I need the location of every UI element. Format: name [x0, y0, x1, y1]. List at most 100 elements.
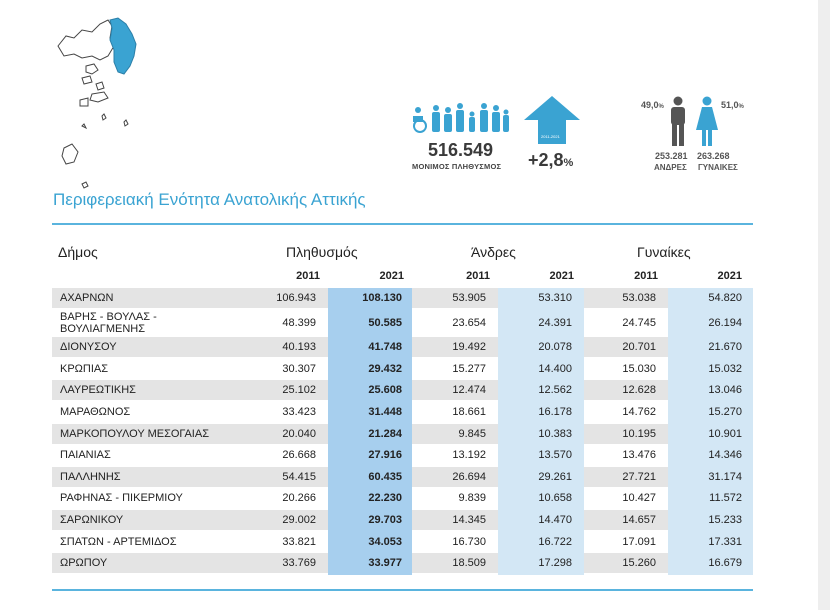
divider-top: [52, 223, 753, 225]
cell-w2011: 12.628: [622, 384, 656, 397]
men-pct-unit: %: [658, 104, 664, 110]
cell-w2011: 53.038: [622, 292, 656, 304]
page-edge: [818, 0, 830, 610]
municipality-name: ΠΑΙΑΝΙΑΣ: [60, 449, 111, 462]
cell-p2021: 22.230: [368, 492, 402, 505]
cell-highlight: [328, 337, 412, 358]
women-label: ΓΥΝΑΙΚΕΣ: [698, 163, 738, 172]
cell-m2021: 14.400: [538, 362, 572, 375]
cell-m2011: 9.839: [458, 492, 486, 505]
growth-unit: %: [563, 157, 574, 169]
municipality-name: ΔΙΟΝΥΣΟΥ: [60, 341, 117, 354]
cell-w2021: 14.346: [708, 449, 742, 462]
cell-p2011: 48.399: [282, 316, 316, 329]
cell-m2011: 12.474: [452, 384, 486, 397]
cell-w2011: 20.701: [622, 341, 656, 354]
cell-w2011: 24.745: [622, 316, 656, 329]
cell-highlight: [328, 423, 412, 444]
cell-p2021: 25.608: [368, 384, 402, 397]
men-count: 253.281: [655, 151, 688, 161]
table-row: ΣΑΡΩΝΙΚΟΥ 29.002 29.703 14.345 14.470 14.657 1…: [52, 510, 753, 530]
cell-p2021: 60.435: [368, 470, 402, 483]
attica-region-map: [57, 17, 137, 189]
cell-p2021: 29.703: [368, 514, 402, 526]
population-people-icon: [413, 103, 509, 133]
cell-w2021: 11.572: [709, 492, 742, 505]
cell-p2011: 29.002: [282, 514, 316, 526]
year-pop-2021: 2021: [379, 270, 404, 282]
header-men: Άνδρες: [471, 244, 516, 260]
cell-highlight: [498, 510, 584, 530]
cell-highlight: [668, 553, 753, 574]
year-men-2011: 2011: [466, 270, 490, 282]
cell-highlight: [668, 466, 753, 487]
cell-w2011: 15.030: [622, 362, 656, 375]
cell-p2021: 41.748: [368, 341, 402, 354]
cell-w2011: 13.476: [622, 449, 656, 462]
men-label: ΑΝΔΡΕΣ: [654, 163, 687, 172]
cell-highlight: [328, 510, 412, 530]
cell-w2021: 26.194: [708, 316, 742, 329]
cell-w2011: 27.721: [622, 470, 656, 483]
cell-w2011: 10.195: [622, 427, 656, 440]
cell-highlight: [668, 288, 753, 308]
men-percentage: 49,0%: [641, 100, 664, 110]
cell-w2021: 15.270: [708, 406, 742, 418]
table-row: ΠΑΙΑΝΙΑΣ 26.668 27.916 13.192 13.570 13.476 14…: [52, 445, 753, 465]
cell-highlight: [498, 423, 584, 444]
population-total: 516.549: [428, 140, 494, 160]
cell-p2011: 40.193: [282, 341, 316, 354]
cell-w2021: 15.032: [708, 362, 742, 375]
municipality-name: ΛΑΥΡΕΩΤΙΚΗΣ: [60, 384, 136, 397]
table-row: ΑΧΑΡΝΩΝ 106.943 108.130 53.905 53.310 53.038 5…: [52, 288, 753, 308]
cell-m2021: 12.562: [538, 384, 572, 397]
header-population: Πληθυσμός: [286, 244, 358, 260]
cell-w2021: 15.233: [708, 514, 742, 526]
cell-m2011: 53.905: [452, 292, 486, 304]
cell-p2011: 20.266: [282, 492, 316, 505]
cell-p2021: 34.053: [368, 535, 402, 548]
woman-icon: [696, 96, 718, 146]
cell-highlight: [328, 288, 412, 308]
cell-m2011: 18.661: [452, 406, 486, 418]
cell-p2021: 21.284: [368, 427, 402, 440]
cell-w2011: 14.657: [622, 514, 656, 526]
table-row: ΒΑΡΗΣ - ΒΟΥΛΑΣ - ΒΟΥΛΙΑΓΜΕΝΗΣ 48.399 50.58…: [52, 310, 753, 336]
cell-p2021: 108.130: [362, 292, 402, 304]
municipality-name: ΚΡΩΠΙΑΣ: [60, 362, 109, 375]
cell-highlight: [498, 553, 584, 574]
women-count: 263.268: [697, 151, 730, 161]
cell-w2011: 14.762: [622, 406, 656, 418]
cell-m2021: 10.658: [538, 492, 572, 505]
cell-m2011: 26.694: [452, 470, 486, 483]
cell-w2011: 15.260: [622, 557, 656, 570]
cell-m2021: 16.722: [538, 535, 572, 548]
table-row: ΩΡΩΠΟΥ 33.769 33.977 18.509 17.298 15.260 16.6…: [52, 553, 753, 574]
cell-w2021: 21.670: [708, 341, 742, 354]
cell-w2021: 31.174: [708, 470, 742, 483]
cell-p2011: 30.307: [282, 362, 316, 375]
cell-m2021: 10.383: [538, 427, 572, 440]
cell-p2011: 20.040: [282, 427, 316, 440]
cell-p2021: 29.432: [368, 362, 402, 375]
municipality-name: ΜΑΡΚΟΠΟΥΛΟΥ ΜΕΣΟΓΑΙΑΣ: [60, 427, 210, 440]
table-row: ΡΑΦΗΝΑΣ - ΠΙΚΕΡΜΙΟΥ 20.266 22.230 9.839 10.6…: [52, 488, 753, 508]
cell-w2021: 13.046: [708, 384, 742, 397]
arrow-up-icon: [524, 96, 580, 144]
population-label: ΜΟΝΙΜΟΣ ΠΛΗΘΥΣΜΟΣ: [412, 162, 502, 171]
cell-m2011: 15.277: [452, 362, 486, 375]
cell-highlight: [498, 380, 584, 401]
table-row: ΜΑΡΚΟΠΟΥΛΟΥ ΜΕΣΟΓΑΙΑΣ 20.040 21.284 9.845 10…: [52, 423, 753, 444]
cell-w2011: 17.091: [622, 535, 656, 548]
municipality-name: ΡΑΦΗΝΑΣ - ΠΙΚΕΡΜΙΟΥ: [60, 492, 183, 505]
table-row: ΠΑΛΛΗΝΗΣ 54.415 60.435 26.694 29.261 27.721 31…: [52, 466, 753, 487]
region-title: Περιφερειακή Ενότητα Ανατολικής Αττικής: [53, 190, 366, 209]
cell-m2021: 20.078: [538, 341, 572, 354]
women-pct-value: 51,0: [721, 100, 739, 110]
cell-p2011: 106.943: [276, 292, 316, 304]
cell-m2011: 16.730: [452, 535, 486, 548]
municipality-name: ΣΠΑΤΩΝ - ΑΡΤΕΜΙΔΟΣ: [60, 535, 177, 548]
cell-m2011: 23.654: [452, 316, 486, 329]
year-men-2021: 2021: [549, 270, 574, 282]
cell-highlight: [498, 466, 584, 487]
